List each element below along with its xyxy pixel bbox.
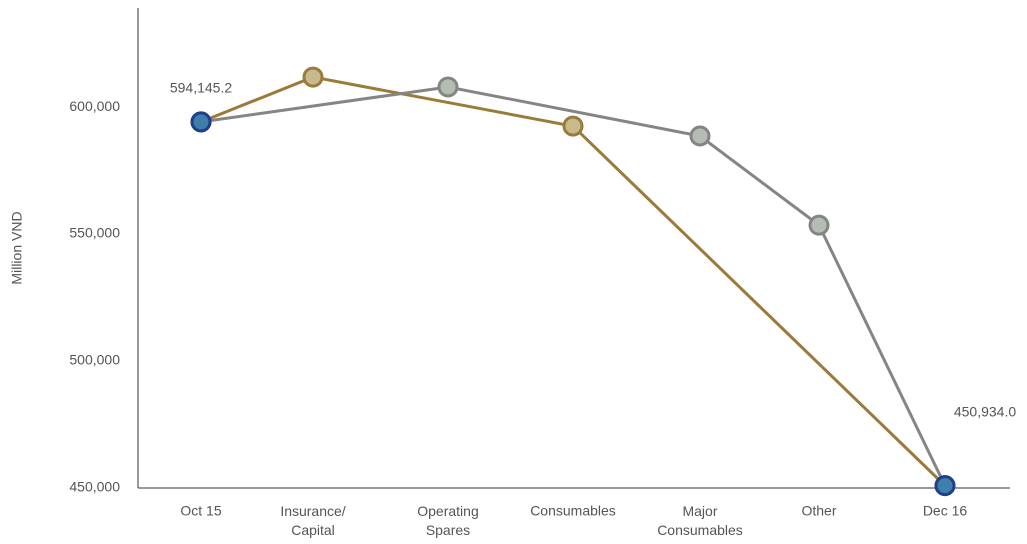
x-tick-label: Operating Spares	[417, 503, 478, 538]
end-marker	[934, 475, 956, 497]
y-tick-label: 500,000	[69, 352, 120, 368]
x-tick-label: Insurance/Capital	[280, 503, 345, 538]
y-axis-label: Million VND	[9, 211, 25, 284]
y-tick-label: 450,000	[69, 479, 120, 495]
x-tick-label: Oct 15	[180, 503, 221, 519]
x-tick-label: Major Consumables	[657, 503, 743, 538]
x-tick-label: Dec 16	[923, 503, 968, 519]
x-tick-label: Consumables	[530, 503, 616, 519]
y-tick-label: 600,000	[69, 98, 120, 114]
point-marker	[437, 76, 459, 98]
point-marker	[302, 66, 324, 88]
data-label: 594,145.2	[170, 80, 232, 96]
series-line	[200, 85, 947, 487]
y-tick-label: 550,000	[69, 225, 120, 241]
series-line	[200, 75, 947, 487]
x-tick-label: Other	[801, 503, 836, 519]
point-marker	[689, 125, 711, 147]
end-marker	[190, 111, 212, 133]
data-label: 450,934.0	[954, 404, 1016, 420]
point-marker	[808, 214, 830, 236]
point-marker	[562, 115, 584, 137]
